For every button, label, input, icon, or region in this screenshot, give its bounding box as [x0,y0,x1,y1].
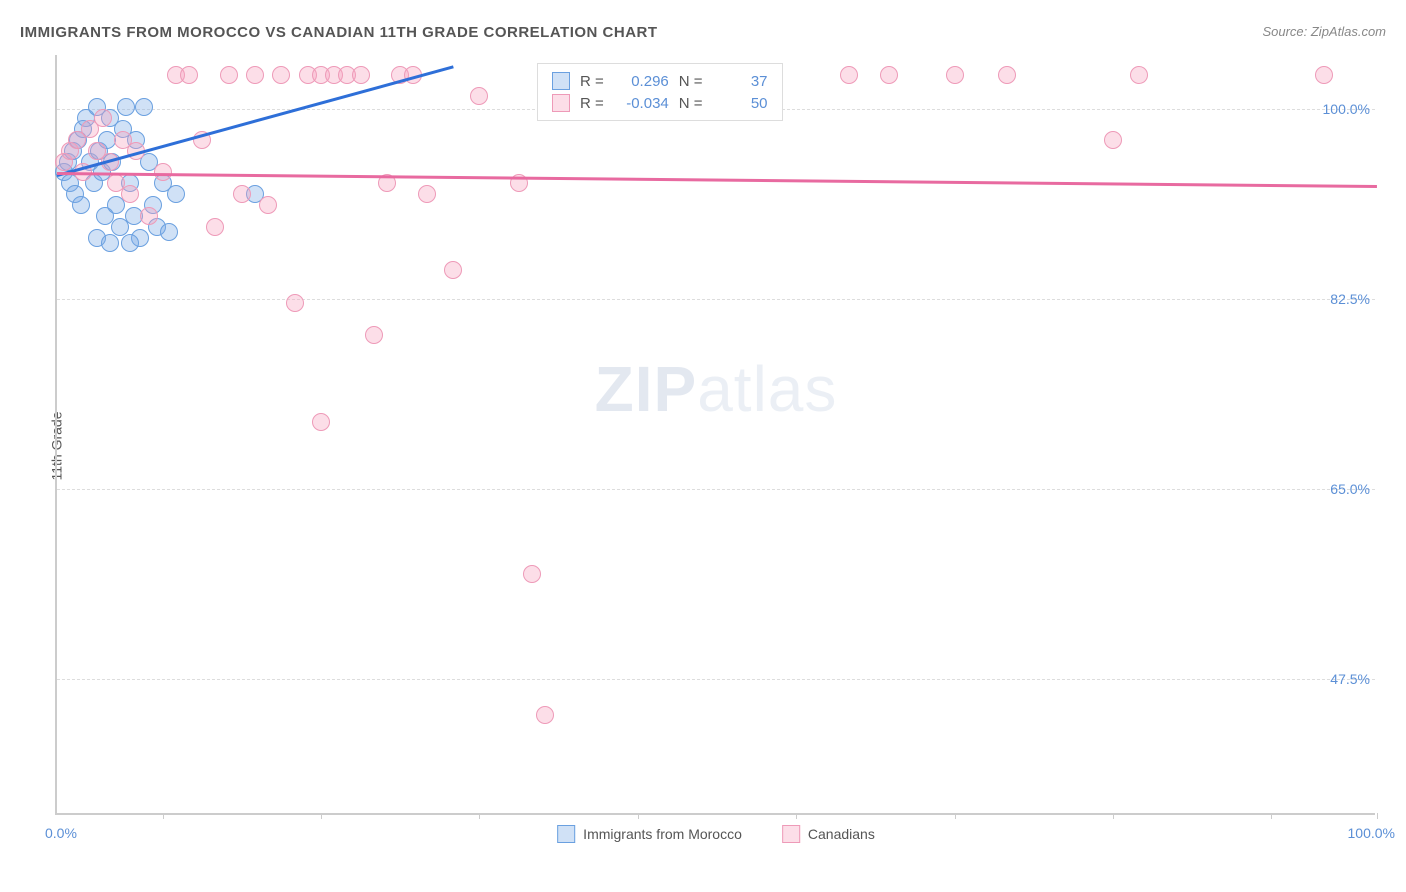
x-axis-max-label: 100.0% [1348,825,1395,841]
x-tick-mark [1113,813,1114,819]
legend-swatch-icon [782,825,800,843]
stat-r-label: R = [580,73,604,90]
stat-n-label: N = [679,95,703,112]
scatter-point [1130,66,1148,84]
legend-item: Immigrants from Morocco [557,825,742,843]
scatter-point [117,98,135,116]
scatter-point [286,294,304,312]
gridline [57,299,1375,300]
stat-r-value: 0.296 [614,73,669,90]
scatter-point [470,87,488,105]
legend-stats-box: R = 0.296 N = 37 R = -0.034 N = 50 [537,63,783,121]
watermark: ZIPatlas [595,352,838,426]
chart-title: IMMIGRANTS FROM MOROCCO VS CANADIAN 11TH… [20,24,658,41]
scatter-point [206,218,224,236]
scatter-point [365,326,383,344]
legend-item: Canadians [782,825,875,843]
scatter-point [259,196,277,214]
scatter-point [220,66,238,84]
bottom-legend: Immigrants from Morocco Canadians [557,825,875,843]
scatter-point [72,196,90,214]
scatter-point [1104,131,1122,149]
x-axis-min-label: 0.0% [45,825,77,841]
legend-label: Canadians [808,826,875,842]
legend-swatch-icon [557,825,575,843]
gridline [57,489,1375,490]
scatter-point [140,207,158,225]
stat-n-value: 37 [713,73,768,90]
scatter-point [121,234,139,252]
scatter-point [352,66,370,84]
y-tick-label: 47.5% [1330,671,1380,687]
x-tick-mark [955,813,956,819]
stat-n-label: N = [679,73,703,90]
stat-r-label: R = [580,95,604,112]
x-tick-mark [1377,813,1378,819]
stat-r-value: -0.034 [614,95,669,112]
x-tick-mark [796,813,797,819]
plot-area: ZIPatlas 100.0%82.5%65.0%47.5% R = 0.296… [55,55,1375,815]
scatter-point [536,706,554,724]
scatter-point [233,185,251,203]
scatter-point [444,261,462,279]
legend-stats-row: R = 0.296 N = 37 [552,70,768,92]
y-tick-label: 82.5% [1330,291,1380,307]
source-attribution: Source: ZipAtlas.com [1262,24,1386,39]
gridline [57,679,1375,680]
series-swatch-icon [552,94,570,112]
scatter-point [101,234,119,252]
x-tick-mark [638,813,639,819]
scatter-point [135,98,153,116]
scatter-point [880,66,898,84]
y-tick-label: 100.0% [1323,101,1380,117]
x-tick-mark [1271,813,1272,819]
scatter-point [160,223,178,241]
watermark-light: atlas [697,353,837,425]
x-tick-mark [321,813,322,819]
scatter-point [523,565,541,583]
scatter-point [1315,66,1333,84]
y-tick-label: 65.0% [1330,481,1380,497]
series-swatch-icon [552,72,570,90]
scatter-point [998,66,1016,84]
stat-n-value: 50 [713,95,768,112]
scatter-point [246,66,264,84]
x-tick-mark [163,813,164,819]
scatter-point [167,185,185,203]
scatter-point [94,109,112,127]
scatter-point [840,66,858,84]
scatter-point [180,66,198,84]
x-tick-mark [479,813,480,819]
watermark-bold: ZIP [595,353,698,425]
scatter-point [418,185,436,203]
legend-label: Immigrants from Morocco [583,826,742,842]
scatter-point [946,66,964,84]
scatter-point [272,66,290,84]
legend-stats-row: R = -0.034 N = 50 [552,92,768,114]
scatter-point [121,185,139,203]
scatter-point [312,413,330,431]
